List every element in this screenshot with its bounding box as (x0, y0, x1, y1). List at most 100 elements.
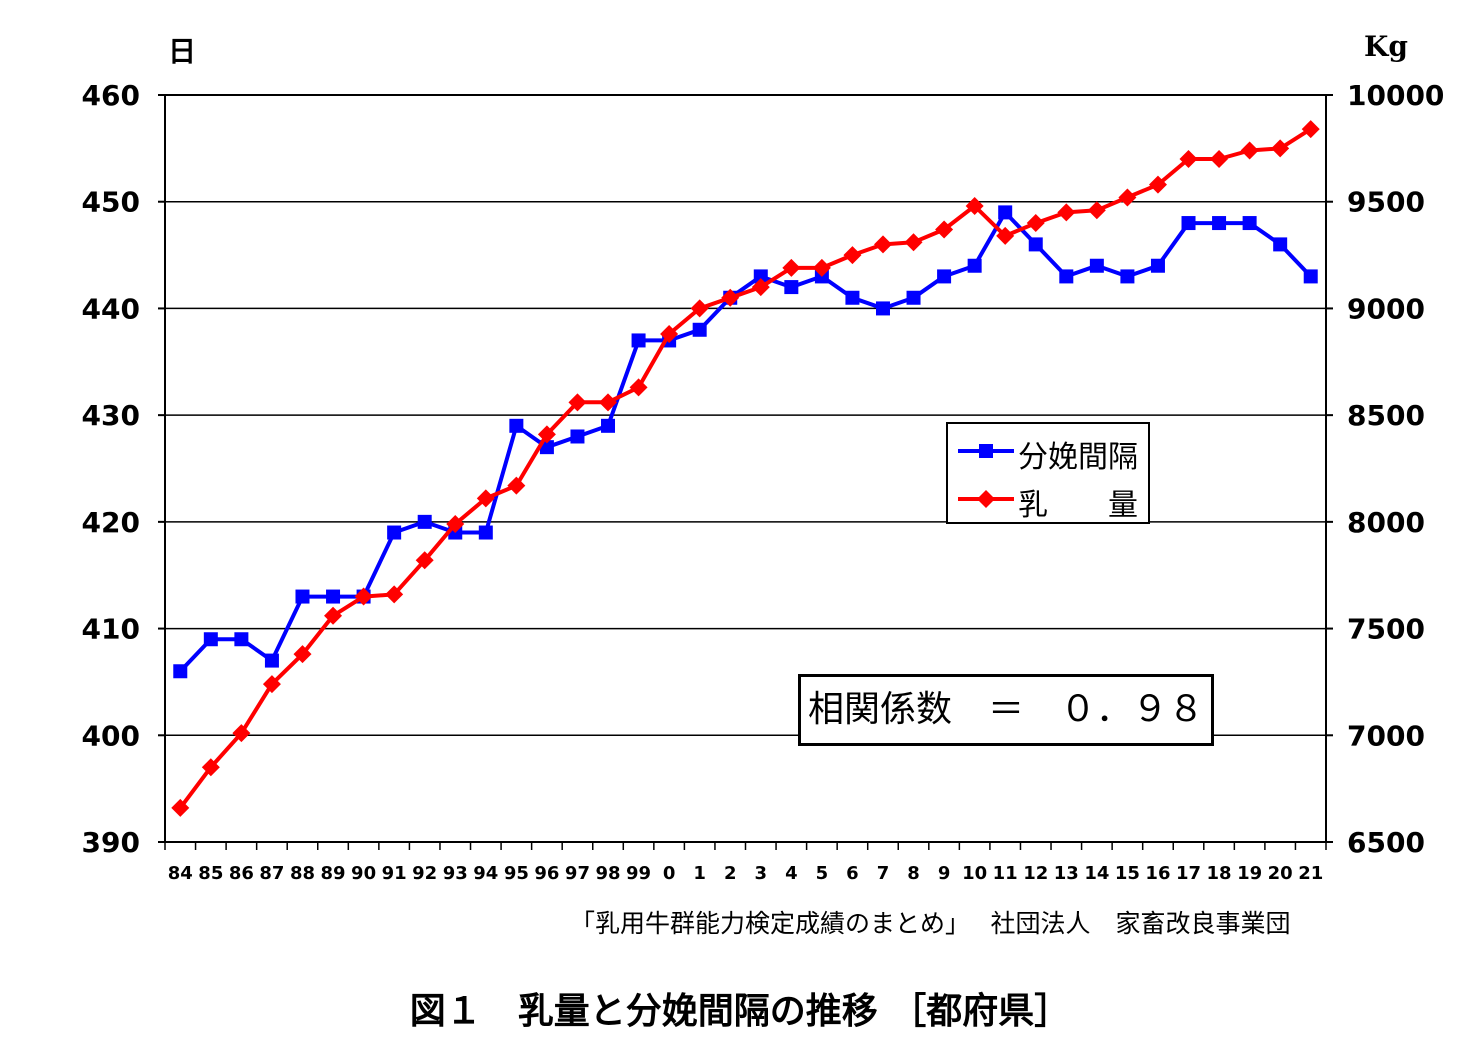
data-point-diamond (354, 587, 373, 606)
data-point-square (1059, 269, 1074, 284)
data-point-diamond (1026, 214, 1045, 233)
data-point-diamond (599, 393, 618, 412)
x-tick-label: 20 (1268, 863, 1293, 884)
data-point-square (417, 514, 432, 529)
data-point-square (1273, 237, 1288, 252)
x-tick-label: 4 (785, 863, 798, 884)
y-right-tick-label: 9500 (1347, 186, 1425, 219)
data-point-diamond (873, 235, 892, 254)
data-point-square (1150, 258, 1165, 273)
y-right-tick-label: 7000 (1347, 719, 1425, 752)
data-point-diamond (293, 645, 312, 664)
x-tick-label: 5 (816, 863, 829, 884)
data-point-diamond (1271, 139, 1290, 158)
data-point-diamond (568, 393, 587, 412)
data-point-square (906, 290, 921, 305)
x-tick-label: 1 (693, 863, 706, 884)
data-point-square (998, 205, 1013, 220)
data-point-diamond (1210, 150, 1229, 169)
x-tick-label: 97 (565, 863, 590, 884)
data-point-diamond (721, 288, 740, 307)
x-tick-label: 12 (1023, 863, 1048, 884)
data-point-diamond (1179, 150, 1198, 169)
data-point-square (845, 290, 860, 305)
data-point-diamond (507, 476, 526, 495)
data-point-diamond (1301, 120, 1320, 139)
x-tick-label: 89 (321, 863, 346, 884)
legend: 分娩間隔 乳 量 (946, 422, 1150, 524)
data-point-square (967, 258, 982, 273)
data-point-diamond (996, 226, 1015, 245)
data-point-square (1303, 269, 1318, 284)
x-tick-label: 14 (1084, 863, 1109, 884)
data-point-diamond (660, 325, 679, 344)
data-point-diamond (232, 724, 251, 743)
x-tick-label: 91 (382, 863, 407, 884)
data-point-diamond (904, 233, 923, 252)
data-point-square (570, 429, 585, 444)
y-right-tick-label: 7500 (1347, 613, 1425, 646)
x-tick-label: 2 (724, 863, 737, 884)
data-point-diamond (782, 258, 801, 277)
x-tick-label: 93 (443, 863, 468, 884)
x-tick-label: 94 (473, 863, 498, 884)
data-point-square (875, 301, 890, 316)
data-point-diamond (1118, 188, 1137, 207)
data-point-square (692, 322, 707, 337)
data-point-square (631, 333, 646, 348)
x-tick-label: 98 (595, 863, 620, 884)
data-point-diamond (1057, 203, 1076, 222)
data-point-diamond (446, 514, 465, 533)
x-tick-label: 88 (290, 863, 315, 884)
y-right-tick-label: 10000 (1347, 79, 1444, 112)
y-right-tick-label: 6500 (1347, 826, 1425, 859)
y-left-tick-label: 430 (82, 399, 140, 432)
data-point-square (478, 525, 493, 540)
data-point-diamond (262, 675, 281, 694)
x-tick-label: 6 (846, 863, 859, 884)
data-point-diamond (812, 258, 831, 277)
x-tick-label: 92 (412, 863, 437, 884)
y-left-tick-label: 440 (82, 292, 140, 325)
data-point-diamond (965, 196, 984, 215)
legend-item-calving-interval: 分娩間隔 (948, 428, 1148, 475)
x-tick-label: 87 (259, 863, 284, 884)
correlation-annotation: 相関係数 ＝ ０．９８ (798, 674, 1214, 746)
figure-title: 図１ 乳量と分娩間隔の推移 ［都府県］ (409, 991, 1071, 1032)
x-tick-label: 86 (229, 863, 254, 884)
x-tick-label: 85 (198, 863, 223, 884)
x-tick-label: 0 (663, 863, 676, 884)
x-tick-label: 99 (626, 863, 651, 884)
y-left-tick-label: 390 (82, 826, 140, 859)
y-right-tick-label: 8500 (1347, 399, 1425, 432)
data-point-square (295, 589, 310, 604)
legend-marker-square-icon (958, 444, 1014, 458)
data-point-square (234, 632, 249, 647)
data-point-diamond (1148, 175, 1167, 194)
data-point-diamond (476, 489, 495, 508)
y-left-tick-label: 450 (82, 186, 140, 219)
data-point-diamond (415, 551, 434, 570)
data-point-square (509, 418, 524, 433)
x-tick-label: 10 (962, 863, 987, 884)
data-point-diamond (935, 220, 954, 239)
data-point-square (937, 269, 952, 284)
data-point-square (753, 269, 768, 284)
x-tick-label: 7 (877, 863, 890, 884)
y-left-tick-label: 400 (82, 719, 140, 752)
data-point-diamond (1240, 141, 1259, 160)
x-tick-label: 11 (993, 863, 1018, 884)
data-point-square (203, 632, 218, 647)
data-point-diamond (751, 278, 770, 297)
y-left-tick-label: 460 (82, 79, 140, 112)
x-tick-label: 95 (504, 863, 529, 884)
data-point-square (1089, 258, 1104, 273)
data-point-square (326, 589, 341, 604)
y-axis-right-label: Kg (1364, 30, 1408, 63)
data-point-diamond (171, 798, 190, 817)
legend-item-milk-yield: 乳 量 (948, 476, 1148, 523)
x-tick-label: 18 (1207, 863, 1232, 884)
data-point-square (1212, 216, 1227, 231)
data-point-square (1120, 269, 1135, 284)
